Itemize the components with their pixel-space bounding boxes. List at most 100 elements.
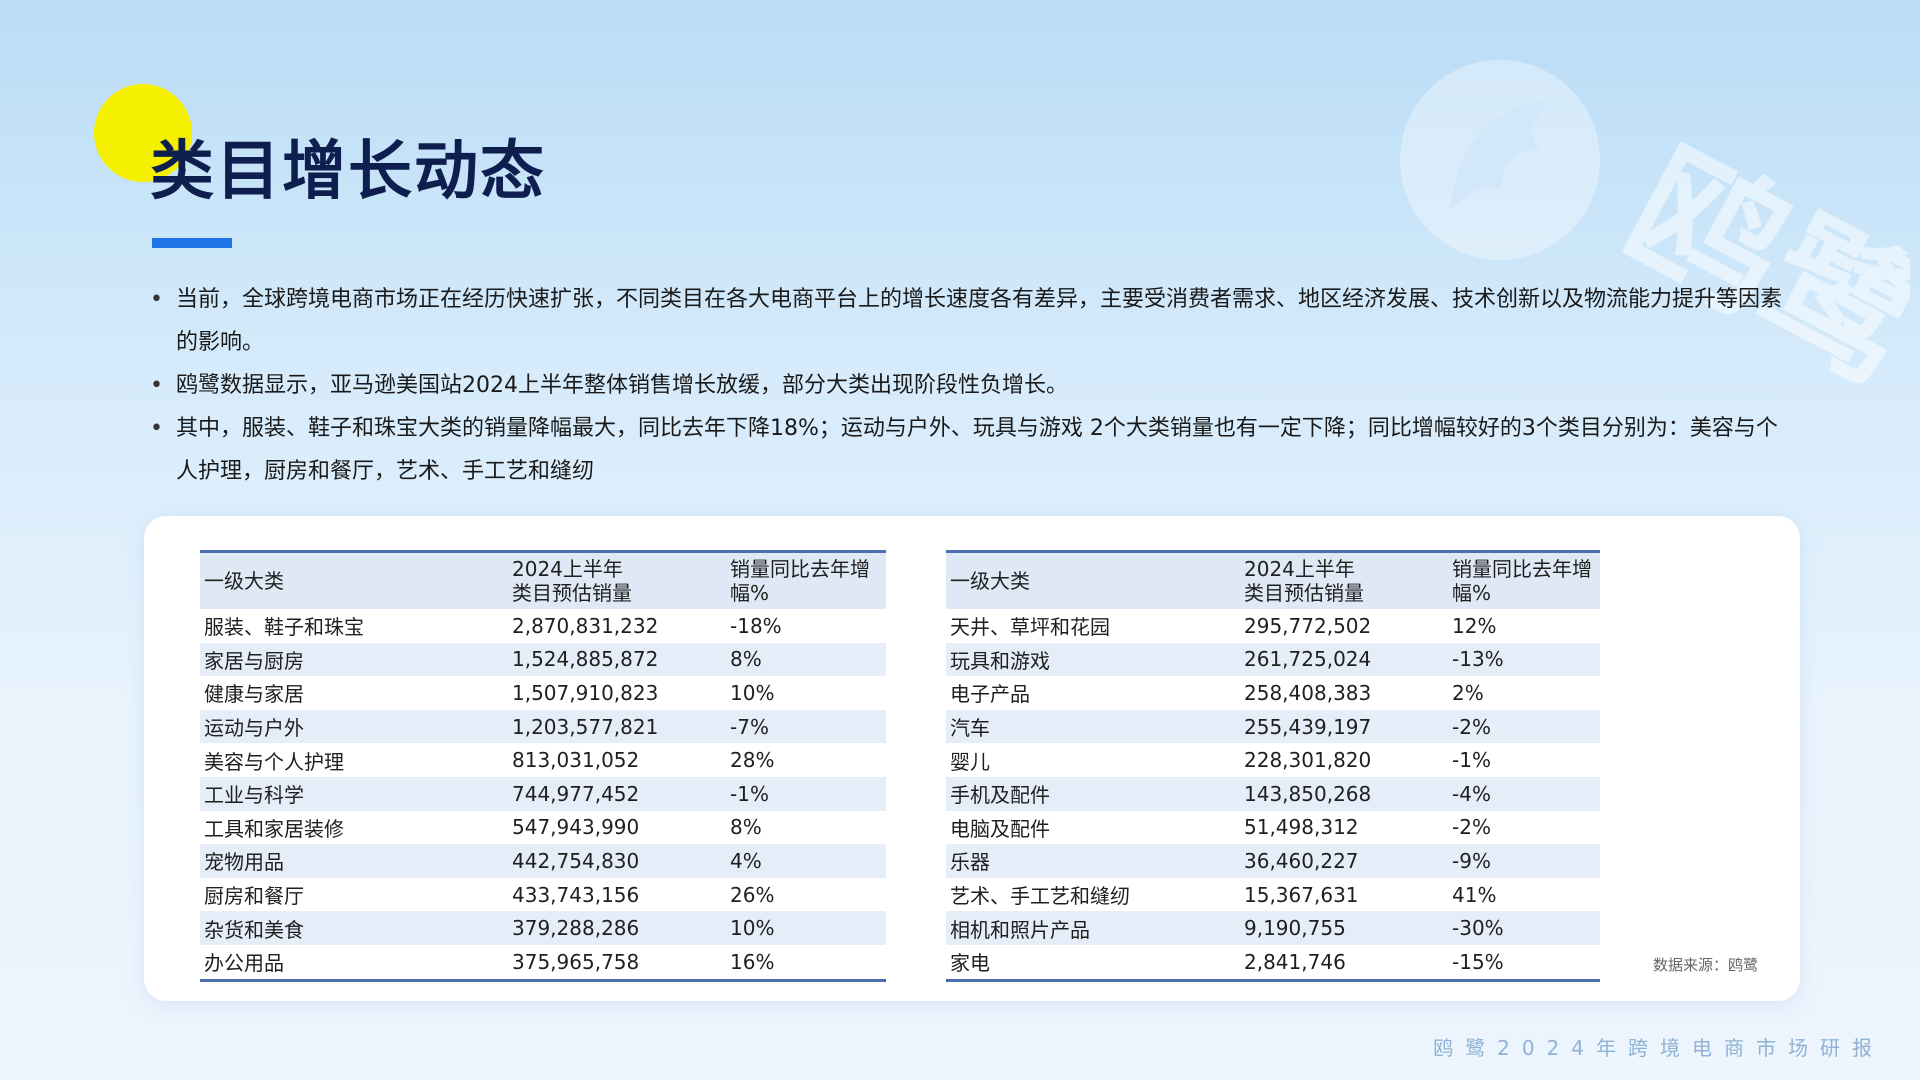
table-row: 家电 2,841,746 -15% — [946, 945, 1600, 980]
cell-sales: 9,190,755 — [1240, 911, 1448, 945]
cell-sales: 51,498,312 — [1244, 815, 1359, 840]
cell-growth: 16% — [730, 949, 775, 974]
cell-growth: -4% — [1448, 776, 1600, 811]
cell-sales: 143,850,268 — [1240, 776, 1448, 811]
cell-sales: 228,301,820 — [1244, 748, 1372, 773]
cell-category: 美容与个人护理 — [204, 749, 344, 774]
cell-sales: 258,408,383 — [1244, 680, 1372, 705]
header-category: 一级大类 — [200, 551, 508, 609]
table-row: 美容与个人护理 813,031,052 28% — [200, 743, 886, 777]
cell-sales: 15,367,631 — [1244, 882, 1359, 907]
cell-category: 电脑及配件 — [950, 816, 1050, 841]
table-header-row: 一级大类 2024上半年 类目预估销量 销量同比去年增 幅% — [200, 551, 886, 609]
table-row: 运动与户外 1,203,577,821 -7% — [200, 709, 886, 744]
table-row: 工具和家居装修 547,943,990 8% — [200, 811, 886, 845]
header-growth-line2: 幅% — [730, 581, 770, 605]
table-row: 手机及配件 143,850,268 -4% — [946, 776, 1600, 811]
cell-category: 艺术、手工艺和缝纫 — [950, 884, 1130, 909]
bullet-list: 当前，全球跨境电商市场正在经历快速扩张，不同类目在各大电商平台上的增长速度各有差… — [150, 278, 1790, 493]
category-table-left: 一级大类 2024上半年 类目预估销量 销量同比去年增 幅% 服装、鞋子和珠宝 2… — [200, 550, 886, 982]
header-sales-line1: 2024上半年 — [512, 557, 623, 581]
header-sales: 2024上半年 类目预估销量 — [508, 551, 726, 609]
cell-category: 运动与户外 — [200, 709, 508, 744]
table-row: 健康与家居 1,507,910,823 10% — [200, 676, 886, 710]
cell-growth: 8% — [726, 642, 886, 677]
cell-sales: 2,870,831,232 — [512, 613, 659, 638]
cell-growth: -1% — [726, 776, 886, 811]
cell-sales: 1,524,885,872 — [508, 642, 726, 677]
cell-growth: 8% — [730, 815, 762, 840]
cell-category: 杂货和美食 — [200, 911, 508, 945]
table-row: 厨房和餐厅 433,743,156 26% — [200, 878, 886, 912]
table-row: 玩具和游戏 261,725,024 -13% — [946, 642, 1600, 677]
table-body-right: 天井、草坪和花园 295,772,502 12% 玩具和游戏 261,725,024 -1… — [946, 609, 1600, 980]
table-row: 乐器 36,460,227 -9% — [946, 844, 1600, 878]
table-row: 汽车 255,439,197 -2% — [946, 709, 1600, 744]
table-row: 电子产品 258,408,383 2% — [946, 676, 1600, 710]
cell-category: 办公用品 — [204, 951, 284, 976]
cell-sales: 261,725,024 — [1240, 642, 1448, 677]
cell-sales: 36,460,227 — [1240, 844, 1448, 878]
cell-category: 宠物用品 — [200, 844, 508, 878]
table-row: 服装、鞋子和珠宝 2,870,831,232 -18% — [200, 609, 886, 643]
table-body-left: 服装、鞋子和珠宝 2,870,831,232 -18% 家居与厨房 1,524,885,… — [200, 609, 886, 980]
cell-category: 玩具和游戏 — [946, 642, 1240, 677]
cell-category: 汽车 — [946, 709, 1240, 744]
cell-category: 乐器 — [946, 844, 1240, 878]
cell-sales: 1,507,910,823 — [512, 680, 659, 705]
header-sales-line2: 类目预估销量 — [512, 581, 632, 605]
cell-growth: -7% — [726, 709, 886, 744]
cell-category: 厨房和餐厅 — [204, 884, 304, 909]
cell-sales: 547,943,990 — [512, 815, 640, 840]
table-row: 办公用品 375,965,758 16% — [200, 945, 886, 980]
header-growth: 销量同比去年增 幅% — [1448, 551, 1600, 609]
cell-growth: -30% — [1448, 911, 1600, 945]
header-sales-line2: 类目预估销量 — [1244, 581, 1364, 605]
header-sales-line1: 2024上半年 — [1244, 557, 1355, 581]
cell-category: 婴儿 — [950, 749, 990, 774]
cell-category: 健康与家居 — [204, 682, 304, 707]
cell-growth: 41% — [1452, 882, 1497, 907]
cell-category: 天井、草坪和花园 — [950, 615, 1110, 640]
cell-sales: 442,754,830 — [508, 844, 726, 878]
category-table-right: 一级大类 2024上半年 类目预估销量 销量同比去年增 幅% 天井、草坪和花园 2… — [946, 550, 1600, 982]
table-row: 家居与厨房 1,524,885,872 8% — [200, 642, 886, 677]
yellow-circle-decoration — [94, 84, 192, 182]
cell-growth: -15% — [1452, 949, 1504, 974]
bullet-item: 其中，服装、鞋子和珠宝大类的销量降幅最大，同比去年下降18%；运动与户外、玩具与… — [150, 407, 1790, 493]
cell-growth: -1% — [1452, 748, 1491, 773]
cell-growth: -18% — [730, 613, 782, 638]
cell-sales: 255,439,197 — [1240, 709, 1448, 744]
table-row: 艺术、手工艺和缝纫 15,367,631 41% — [946, 878, 1600, 912]
table-row: 杂货和美食 379,288,286 10% — [200, 911, 886, 945]
cell-growth: 10% — [730, 680, 775, 705]
cell-growth: 26% — [730, 882, 775, 907]
data-source-note: 数据来源：鸥鹭 — [1652, 956, 1758, 974]
title-underline — [152, 238, 232, 248]
cell-growth: -2% — [1448, 709, 1600, 744]
table-card: 一级大类 2024上半年 类目预估销量 销量同比去年增 幅% 服装、鞋子和珠宝 2… — [144, 516, 1800, 1001]
cell-category: 手机及配件 — [946, 776, 1240, 811]
cell-growth: 10% — [726, 911, 886, 945]
cell-sales: 295,772,502 — [1244, 613, 1372, 638]
cell-sales: 375,965,758 — [512, 949, 640, 974]
cell-category: 工具和家居装修 — [204, 816, 344, 841]
cell-growth: 12% — [1452, 613, 1497, 638]
header-sales: 2024上半年 类目预估销量 — [1240, 551, 1448, 609]
header-category: 一级大类 — [946, 551, 1240, 609]
cell-growth: 28% — [730, 748, 775, 773]
header-growth-line1: 销量同比去年增 — [1452, 557, 1592, 581]
cell-category: 服装、鞋子和珠宝 — [204, 615, 364, 640]
table-header-row: 一级大类 2024上半年 类目预估销量 销量同比去年增 幅% — [946, 551, 1600, 609]
header-growth: 销量同比去年增 幅% — [726, 551, 886, 609]
footer-report-title: 鸥鹭2024年跨境电商市场研报 — [1433, 1036, 1884, 1060]
cell-category: 电子产品 — [950, 682, 1030, 707]
cell-category: 家居与厨房 — [200, 642, 508, 677]
cell-growth: 4% — [726, 844, 886, 878]
cell-category: 家电 — [950, 951, 990, 976]
page-title: 类目增长动态 — [150, 135, 546, 209]
cell-sales: 744,977,452 — [508, 776, 726, 811]
cell-growth: 2% — [1452, 680, 1484, 705]
table-row: 相机和照片产品 9,190,755 -30% — [946, 911, 1600, 945]
table-row: 婴儿 228,301,820 -1% — [946, 743, 1600, 777]
